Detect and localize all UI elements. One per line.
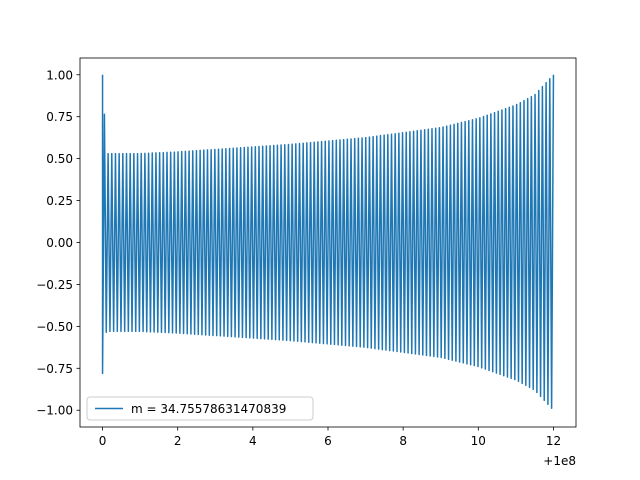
x-axis: 0 2 4 6 8 10 12 [99, 427, 561, 448]
y-axis: 1.00 0.75 0.50 0.25 0.00 −0.25 −0.50 −0.75 −1.00 [36, 68, 80, 418]
y-tick-label: 1.00 [46, 68, 73, 82]
y-tick-label: −0.50 [36, 320, 73, 334]
series-line [101, 74, 555, 410]
y-tick-label: −0.25 [36, 278, 73, 292]
x-axis-offset-label: +1e8 [543, 454, 576, 468]
y-tick-label: 0.75 [46, 110, 73, 124]
x-tick-label: 6 [324, 434, 332, 448]
legend-label: m = 34.75578631470839 [131, 402, 286, 416]
x-tick-label: 8 [399, 434, 407, 448]
x-tick-label: 4 [249, 434, 257, 448]
x-tick-label: 2 [174, 434, 182, 448]
y-tick-label: 0.25 [46, 194, 73, 208]
legend-box [86, 396, 314, 421]
x-tick-label: 0 [99, 434, 107, 448]
y-tick-label: −1.00 [36, 404, 73, 418]
y-tick-label: −0.75 [36, 362, 73, 376]
y-tick-label: 0.50 [46, 152, 73, 166]
plot-area [101, 74, 555, 410]
x-tick-label: 10 [471, 434, 486, 448]
x-tick-label: 12 [546, 434, 561, 448]
y-tick-label: 0.00 [46, 236, 73, 250]
legend: m = 34.75578631470839 [86, 396, 314, 421]
